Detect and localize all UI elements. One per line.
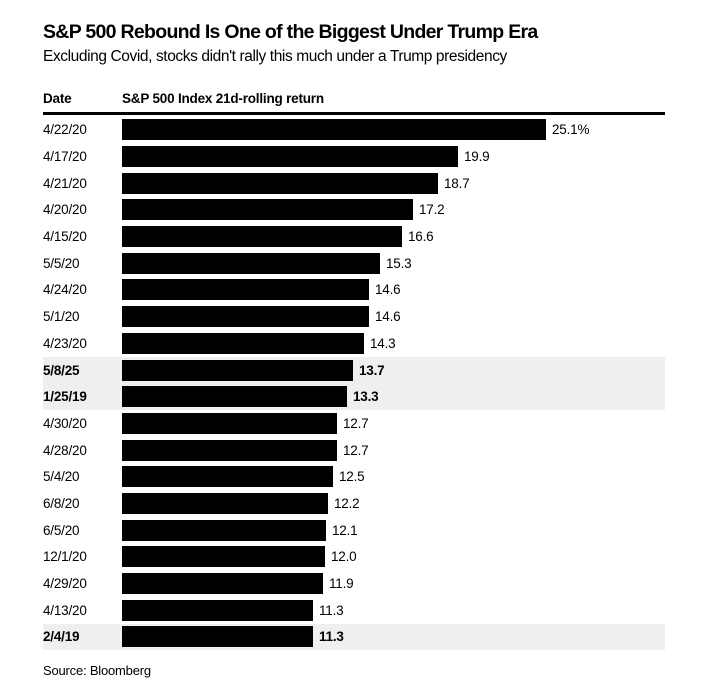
- row-value-label: 12.1: [332, 522, 358, 538]
- row-value-label: 13.7: [359, 362, 385, 378]
- bar: [122, 119, 546, 141]
- row-date-label: 4/24/20: [43, 282, 87, 298]
- table-row: 5/8/25 13.7: [43, 356, 665, 384]
- row-value-label: 11.3: [319, 602, 344, 618]
- table-row: 4/17/20 19.9: [43, 143, 665, 170]
- bar: [122, 172, 438, 194]
- row-value-label: 18.7: [444, 175, 470, 191]
- row-value-label: 19.9: [464, 149, 490, 164]
- table-row: 4/28/20 12.7: [43, 437, 665, 464]
- table-row: 4/30/20 12.7: [43, 410, 665, 437]
- bar: [122, 546, 325, 568]
- row-value-label: 12.7: [343, 415, 369, 431]
- header-rule: [43, 112, 665, 116]
- bar: [122, 519, 326, 541]
- bar: [122, 573, 323, 594]
- row-date-label: 4/17/20: [43, 149, 87, 164]
- row-value-label: 25.1%: [552, 122, 590, 138]
- bar: [122, 226, 402, 248]
- row-value-label: 11.3: [319, 629, 344, 645]
- row-value-label: 14.6: [375, 282, 401, 298]
- row-value-label: 12.5: [339, 469, 365, 485]
- column-header-date: Date: [43, 91, 72, 107]
- bar: [122, 146, 458, 167]
- table-row: 2/4/19 11.3: [43, 623, 665, 651]
- bar: [122, 466, 333, 488]
- row-date-label: 5/8/25: [43, 362, 80, 378]
- bar: [122, 492, 328, 514]
- row-date-label: 4/28/20: [43, 442, 87, 458]
- table-row: 4/21/20 18.7: [43, 170, 665, 197]
- column-headers: Date S&P 500 Index 21d-rolling return: [43, 91, 665, 106]
- row-value-label: 12.0: [331, 549, 357, 565]
- bar: [122, 386, 347, 408]
- row-date-label: 4/15/20: [43, 229, 87, 245]
- bar: [122, 306, 369, 328]
- row-date-label: 4/21/20: [43, 175, 87, 191]
- row-value-label: 11.9: [329, 576, 354, 591]
- table-row: 12/1/20 12.0: [43, 543, 665, 570]
- table-row: 6/8/20 12.2: [43, 490, 665, 517]
- row-date-label: 4/20/20: [43, 202, 87, 218]
- row-value-label: 15.3: [386, 255, 412, 271]
- row-date-label: 4/23/20: [43, 335, 87, 351]
- table-row: 4/15/20 16.6: [43, 223, 665, 250]
- table-row: 5/5/20 15.3: [43, 250, 665, 277]
- row-value-label: 16.6: [408, 229, 434, 245]
- table-row: 4/22/20 25.1%: [43, 116, 665, 143]
- row-value-label: 12.2: [334, 495, 360, 511]
- chart-subtitle: Excluding Covid, stocks didn't rally thi…: [43, 48, 507, 66]
- row-value-label: 17.2: [419, 202, 445, 218]
- table-row: 4/13/20 11.3: [43, 597, 665, 624]
- chart-title: S&P 500 Rebound Is One of the Biggest Un…: [43, 21, 538, 43]
- table-row: 4/29/20 11.9: [43, 570, 665, 597]
- bar: [122, 626, 313, 648]
- row-value-label: 14.3: [370, 335, 396, 351]
- table-row: 6/5/20 12.1: [43, 517, 665, 544]
- row-value-label: 14.6: [375, 309, 401, 325]
- table-row: 5/4/20 12.5: [43, 463, 665, 490]
- row-date-label: 4/29/20: [43, 576, 87, 591]
- bar: [122, 279, 369, 301]
- row-date-label: 4/30/20: [43, 415, 87, 431]
- bar-chart: 4/22/20 25.1% 4/17/20 19.9 4/21/20 18.7 4/20/2…: [43, 116, 665, 651]
- row-date-label: 2/4/19: [43, 629, 80, 645]
- row-date-label: 5/5/20: [43, 255, 80, 271]
- table-row: 1/25/19 13.3: [43, 383, 665, 411]
- row-value-label: 12.7: [343, 442, 369, 458]
- row-value-label: 13.3: [353, 389, 379, 405]
- bar: [122, 332, 364, 354]
- bar: [122, 252, 380, 274]
- table-row: 4/23/20 14.3: [43, 330, 665, 357]
- row-date-label: 12/1/20: [43, 549, 87, 565]
- table-row: 4/24/20 14.6: [43, 277, 665, 304]
- row-date-label: 4/13/20: [43, 602, 87, 618]
- bar: [122, 359, 353, 381]
- table-row: 4/20/20 17.2: [43, 197, 665, 224]
- bar: [122, 412, 337, 434]
- column-header-value: S&P 500 Index 21d-rolling return: [122, 91, 324, 107]
- row-date-label: 6/5/20: [43, 522, 80, 538]
- row-date-label: 6/8/20: [43, 495, 80, 511]
- bar: [122, 199, 413, 221]
- row-date-label: 1/25/19: [43, 389, 87, 405]
- bar: [122, 599, 313, 621]
- source-label: Source: Bloomberg: [43, 663, 151, 679]
- bar: [122, 439, 337, 461]
- row-date-label: 4/22/20: [43, 122, 87, 138]
- table-row: 5/1/20 14.6: [43, 303, 665, 330]
- row-date-label: 5/1/20: [43, 309, 80, 325]
- row-date-label: 5/4/20: [43, 469, 80, 485]
